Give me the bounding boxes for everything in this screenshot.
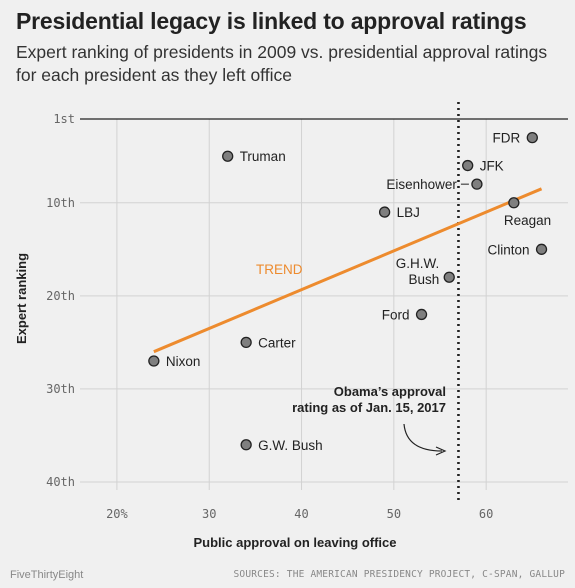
point-carter xyxy=(240,336,252,349)
y-tick-label: 1st xyxy=(53,112,75,126)
point-fdr xyxy=(526,131,538,144)
label-line: Bush xyxy=(408,272,439,287)
chart-subtitle: Expert ranking of presidents in 2009 vs.… xyxy=(16,42,548,85)
reference-arrow-curve xyxy=(403,423,443,452)
trend-line xyxy=(153,187,543,354)
points: FDR JFK Eisenhower Truman Reagan LBJ Clinton G.… xyxy=(148,131,551,453)
label-eisenhower: Eisenhower xyxy=(386,177,457,192)
label-carter: Carter xyxy=(258,335,296,350)
point-eisenhower xyxy=(471,178,483,190)
point-ford xyxy=(415,308,428,321)
reference-arrow-head xyxy=(435,446,447,456)
label-ford: Ford xyxy=(382,307,410,322)
y-axis-title: Expert ranking xyxy=(14,253,29,344)
y-tick-label: 40th xyxy=(46,475,75,489)
trend-label: TREND xyxy=(256,262,303,277)
point-truman xyxy=(222,150,234,162)
point-nixon xyxy=(148,355,160,367)
label-reagan: Reagan xyxy=(504,213,551,228)
y-tick-label: 10th xyxy=(46,196,75,210)
x-tick-label: 20% xyxy=(106,507,128,521)
label-nixon: Nixon xyxy=(166,354,201,369)
point-g-h-w-bush xyxy=(443,271,455,283)
y-tick-label: 20th xyxy=(46,289,75,303)
label-jfk: JFK xyxy=(480,159,504,174)
x-tick-label: 60 xyxy=(479,507,493,521)
point-jfk xyxy=(462,159,474,172)
x-tick-label: 30 xyxy=(202,507,216,521)
sources-label: SOURCES: THE AMERICAN PRESIDENCY PROJECT… xyxy=(233,569,565,580)
point-clinton xyxy=(535,243,548,255)
point-g-w-bush xyxy=(240,439,252,451)
label-fdr: FDR xyxy=(493,131,521,146)
y-tick-label: 30th xyxy=(46,382,75,396)
grid xyxy=(80,118,568,490)
label-line: G.H.W. xyxy=(396,256,440,271)
label-g-w-bush: G.W. Bush xyxy=(258,438,323,453)
brand-label: FiveThirtyEight xyxy=(10,569,84,581)
trend-group: TREND xyxy=(153,187,543,354)
label-truman: Truman xyxy=(240,149,286,164)
label-clinton: Clinton xyxy=(488,242,530,257)
point-lbj xyxy=(378,206,391,218)
x-axis-title: Public approval on leaving office xyxy=(194,535,397,550)
label-g-h-w-bush: G.H.W. Bush xyxy=(396,256,440,287)
point-reagan xyxy=(508,197,520,209)
x-tick-label: 40 xyxy=(294,507,308,521)
reference-label-line2: rating as of Jan. 15, 2017 xyxy=(292,400,446,415)
axes: 20% 30 40 50 60 1st 10th 20th 30th 40th Public app… xyxy=(14,112,493,550)
x-tick-label: 50 xyxy=(387,507,401,521)
chart-title: Presidential legacy is linked to approva… xyxy=(16,8,527,34)
reference-label-line1: Obama’s approval xyxy=(334,384,446,399)
label-lbj: LBJ xyxy=(397,205,420,220)
